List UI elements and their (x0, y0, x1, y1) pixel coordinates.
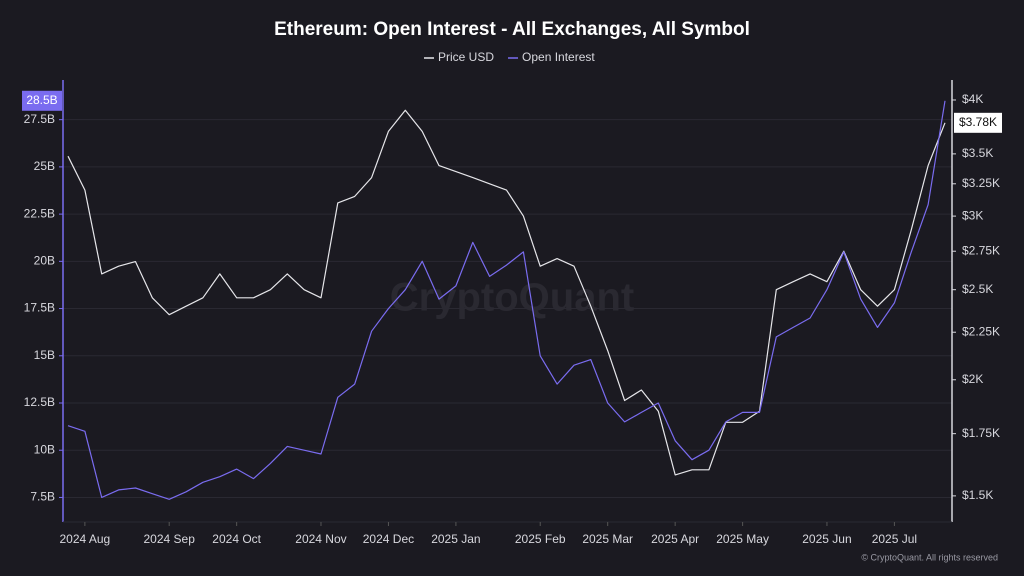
footer: © CryptoQuant. All rights reserved (861, 552, 998, 562)
y-tick-label: 27.5B (24, 112, 55, 126)
value-label-box (954, 112, 1002, 133)
value-label-box (22, 90, 62, 111)
y-tick-label: 15B (34, 348, 55, 362)
value-label: $3.78K (959, 115, 997, 129)
x-tick-label: 2024 Aug (60, 532, 111, 546)
y-tick-label: 12.5B (24, 395, 55, 409)
x-tick-label: 2024 Nov (295, 532, 346, 546)
y-tick-label: 22.5B (24, 206, 55, 220)
value-label: 28.5B (26, 93, 57, 107)
y-tick-label: 25B (34, 159, 55, 173)
x-tick-label: 2025 Jan (431, 532, 480, 546)
y-tick-label: 7.5B (30, 490, 55, 504)
x-tick-label: 2024 Sep (143, 532, 195, 546)
y2-tick-label: $2.5K (962, 282, 993, 296)
y2-tick-label: $3.5K (962, 146, 993, 160)
legend: Price USD Open Interest (424, 50, 595, 64)
y2-tick-label: $2K (962, 372, 983, 386)
legend-label: Price USD (438, 50, 494, 64)
x-tick-label: 2025 Jun (802, 532, 851, 546)
x-tick-label: 2024 Dec (363, 532, 414, 546)
y-tick-label: 10B (34, 442, 55, 456)
x-tick-label: 2025 Feb (515, 532, 566, 546)
y2-tick-label: $2.75K (962, 243, 1000, 257)
y2-tick-label: $2.25K (962, 324, 1000, 338)
y2-tick-label: $1.5K (962, 488, 993, 502)
x-tick-label: 2025 Mar (582, 532, 633, 546)
y2-tick-label: $1.75K (962, 426, 1000, 440)
series-line (67, 109, 946, 476)
y2-tick-label: $4K (962, 92, 983, 106)
x-tick-label: 2025 May (716, 532, 769, 546)
watermark: CryptoQuant (390, 276, 634, 320)
y-tick-label: 17.5B (24, 301, 55, 315)
y2-tick-label: $3.25K (962, 176, 1000, 190)
x-tick-label: 2024 Oct (212, 532, 261, 546)
series-line (67, 100, 946, 500)
chart-title: Ethereum: Open Interest - All Exchanges,… (274, 19, 750, 40)
x-tick-label: 2025 Jul (872, 532, 917, 546)
y2-tick-label: $3K (962, 208, 983, 222)
legend-label: Open Interest (522, 50, 595, 64)
x-tick-label: 2025 Apr (651, 532, 699, 546)
y-tick-label: 20B (34, 254, 55, 268)
